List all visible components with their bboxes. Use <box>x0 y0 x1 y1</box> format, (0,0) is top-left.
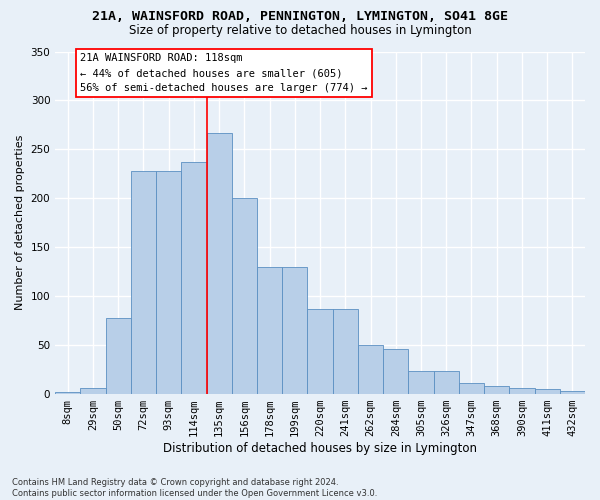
Text: Size of property relative to detached houses in Lymington: Size of property relative to detached ho… <box>128 24 472 37</box>
Bar <box>80 388 106 394</box>
Bar <box>484 386 509 394</box>
Bar <box>307 309 332 394</box>
Bar <box>434 370 459 394</box>
Bar <box>206 132 232 394</box>
Bar <box>535 389 560 394</box>
Bar <box>181 162 206 394</box>
Bar <box>509 388 535 394</box>
Text: 21A WAINSFORD ROAD: 118sqm
← 44% of detached houses are smaller (605)
56% of sem: 21A WAINSFORD ROAD: 118sqm ← 44% of deta… <box>80 54 368 93</box>
Bar <box>106 318 131 394</box>
Bar <box>358 345 383 394</box>
Bar <box>459 384 484 394</box>
Bar <box>282 267 307 394</box>
X-axis label: Distribution of detached houses by size in Lymington: Distribution of detached houses by size … <box>163 442 477 455</box>
Bar <box>560 391 585 394</box>
Bar <box>383 349 409 394</box>
Bar <box>232 198 257 394</box>
Bar <box>131 171 156 394</box>
Text: 21A, WAINSFORD ROAD, PENNINGTON, LYMINGTON, SO41 8GE: 21A, WAINSFORD ROAD, PENNINGTON, LYMINGT… <box>92 10 508 23</box>
Bar <box>55 392 80 394</box>
Y-axis label: Number of detached properties: Number of detached properties <box>15 135 25 310</box>
Text: Contains HM Land Registry data © Crown copyright and database right 2024.
Contai: Contains HM Land Registry data © Crown c… <box>12 478 377 498</box>
Bar <box>332 309 358 394</box>
Bar <box>257 267 282 394</box>
Bar <box>409 370 434 394</box>
Bar <box>156 171 181 394</box>
